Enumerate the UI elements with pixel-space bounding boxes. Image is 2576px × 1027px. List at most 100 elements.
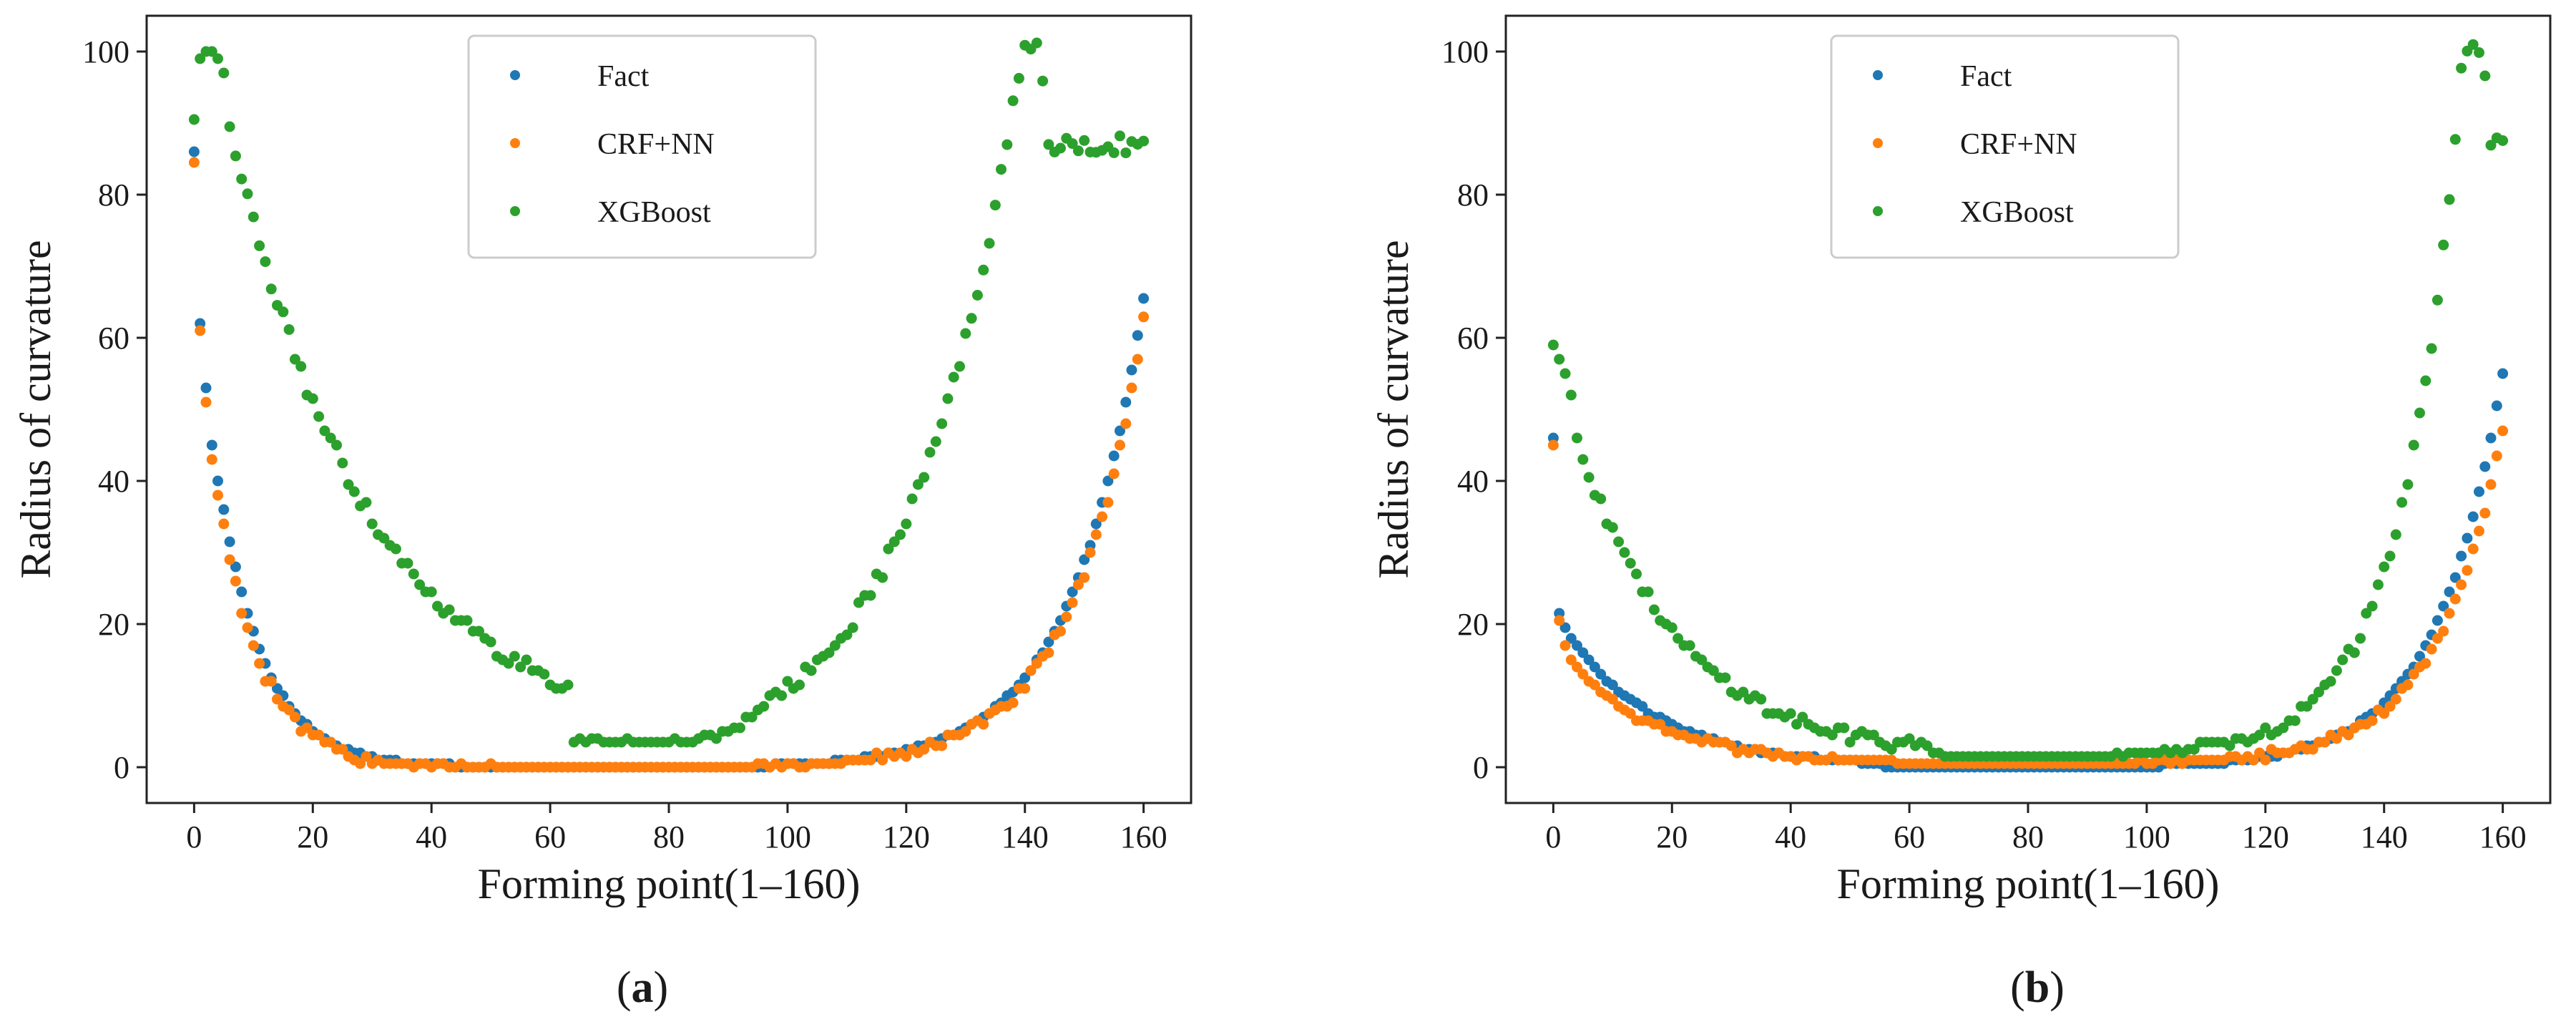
point-fact <box>2497 368 2509 379</box>
y-tick-label: 100 <box>82 34 129 69</box>
point-crfnn <box>1108 468 1120 480</box>
point-crfnn <box>2343 729 2354 741</box>
point-crfnn <box>2479 507 2491 519</box>
point-xgboost <box>343 479 354 490</box>
point-xgboost <box>1120 147 1132 159</box>
point-fact <box>1120 396 1132 408</box>
point-xgboost <box>1904 733 1915 744</box>
point-xgboost <box>1666 622 1678 633</box>
point-crfnn <box>1067 597 1078 608</box>
point-xgboost <box>474 626 484 637</box>
point-xgboost <box>218 67 230 79</box>
point-xgboost <box>188 114 200 125</box>
point-crfnn <box>2420 658 2431 669</box>
point-xgboost <box>971 290 983 301</box>
point-xgboost <box>2337 654 2349 666</box>
point-xgboost <box>710 733 722 744</box>
point-xgboost <box>996 164 1007 175</box>
point-xgboost <box>195 53 206 64</box>
point-xgboost <box>366 518 378 530</box>
point-fact <box>188 146 200 157</box>
point-crfnn <box>1055 626 1066 637</box>
point-xgboost <box>966 313 977 324</box>
point-fact <box>212 475 223 487</box>
point-fact <box>2467 511 2479 522</box>
point-xgboost <box>2479 70 2491 82</box>
point-crfnn <box>2307 744 2318 755</box>
point-xgboost <box>1115 130 1125 142</box>
point-xgboost <box>331 439 342 451</box>
y-tick-label: 40 <box>98 464 129 499</box>
point-crfnn <box>1097 511 1108 522</box>
point-crfnn <box>1043 647 1054 658</box>
point-xgboost <box>1013 72 1024 84</box>
point-xgboost <box>254 240 265 251</box>
y-axis-label-a: Radius of curvature <box>12 240 59 578</box>
point-xgboost <box>901 518 912 530</box>
point-xgboost <box>2431 294 2443 306</box>
point-xgboost <box>378 532 390 544</box>
point-xgboost <box>521 654 532 666</box>
point-xgboost <box>390 543 401 555</box>
point-xgboost <box>2313 686 2324 698</box>
point-xgboost <box>936 418 948 429</box>
point-crfnn <box>1019 683 1031 694</box>
caption-b-open: ( <box>2010 963 2025 1012</box>
point-xgboost <box>2278 722 2289 734</box>
point-fact <box>1108 450 1120 462</box>
point-fact <box>218 504 230 515</box>
point-xgboost <box>912 479 924 490</box>
point-xgboost <box>919 472 930 483</box>
point-crfnn <box>2438 626 2449 637</box>
axis-ticks-a: 0 20 40 60 80 100 120 140 160 0 20 40 60 80 100 <box>82 34 1167 855</box>
point-crfnn <box>2402 679 2414 691</box>
point-crfnn <box>1607 693 1618 705</box>
point-xgboost <box>509 651 520 662</box>
point-xgboost <box>2474 47 2484 58</box>
point-crfnn <box>2260 754 2271 766</box>
y-tick-label: 60 <box>1457 321 1489 356</box>
y-tick-label: 20 <box>98 607 129 642</box>
point-crfnn <box>2491 450 2502 462</box>
point-xgboost <box>212 53 223 64</box>
point-crfnn <box>283 704 295 716</box>
point-xgboost <box>1577 454 1589 465</box>
point-crfnn <box>2408 668 2419 680</box>
x-tick-label: 0 <box>1545 819 1561 855</box>
point-crfnn <box>361 751 372 762</box>
point-xgboost <box>1648 604 1660 615</box>
point-crfnn <box>1725 740 1737 751</box>
x-tick-label: 140 <box>2361 819 2408 855</box>
point-fact <box>1637 701 1648 712</box>
point-xgboost <box>2224 740 2235 751</box>
point-xgboost <box>2456 62 2467 74</box>
legend-a: Fact CRF+NN XGBoost <box>467 34 817 259</box>
point-crfnn <box>1102 497 1114 508</box>
point-xgboost <box>782 676 793 687</box>
point-xgboost <box>1554 354 1565 365</box>
point-xgboost <box>2188 744 2200 755</box>
x-tick-label: 160 <box>1120 819 1167 855</box>
caption-b-letter: b <box>2025 963 2049 1012</box>
legend-box-a <box>467 34 817 259</box>
point-fact <box>1138 293 1150 304</box>
point-crfnn <box>2474 525 2484 537</box>
y-axis-label-b: Radius of curvature <box>1370 240 1417 578</box>
point-crfnn <box>224 554 235 565</box>
point-crfnn <box>2497 425 2509 437</box>
point-crfnn <box>877 754 888 766</box>
point-fact <box>1583 654 1595 666</box>
point-xgboost <box>2390 529 2401 540</box>
point-xgboost <box>348 486 360 497</box>
point-xgboost <box>1055 142 1066 154</box>
point-crfnn <box>871 747 882 759</box>
point-xgboost <box>2355 633 2366 644</box>
point-crfnn <box>1084 547 1096 558</box>
point-crfnn <box>1126 382 1137 394</box>
point-xgboost <box>2396 497 2408 508</box>
point-xgboost <box>853 597 864 608</box>
point-crfnn <box>2456 579 2467 590</box>
point-crfnn <box>2467 543 2479 555</box>
x-tick-label: 160 <box>2479 819 2527 855</box>
point-xgboost <box>1619 547 1630 558</box>
